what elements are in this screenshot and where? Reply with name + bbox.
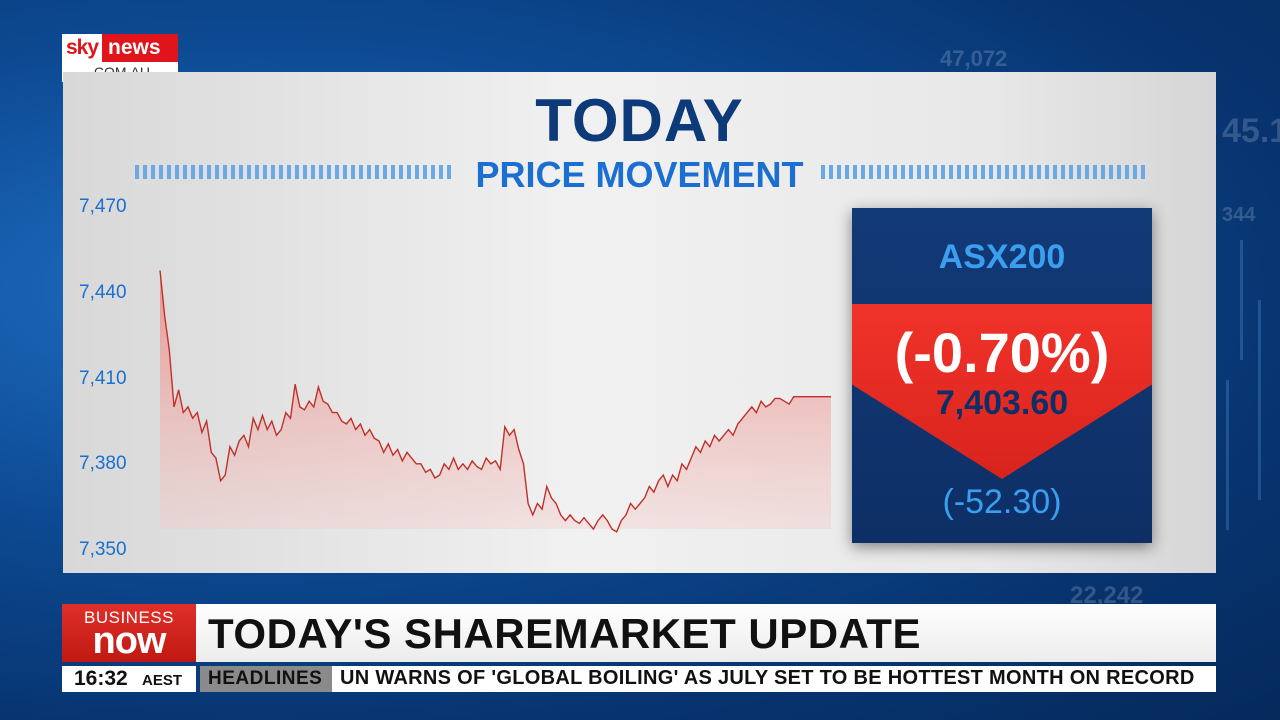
background-number: 45.16 [1222,112,1280,150]
ticker-text: UN WARNS OF 'GLOBAL BOILING' AS JULY SET… [340,667,1195,689]
price-movement-panel: TODAY PRICE MOVEMENT 7,470 7,440 7,410 7… [63,72,1216,573]
chevron-divider-left [135,165,455,179]
background-number: 47,072 [940,46,1008,71]
price-chart [159,270,831,533]
y-tick-label: 7,350 [79,539,127,560]
clock-time: 16:32 [74,667,128,690]
logo-sky: sky [62,34,103,62]
headline-bar: TODAY'S SHAREMARKET UPDATE [196,604,1216,662]
background-bar [1240,240,1243,360]
logo-news: news [102,34,178,62]
graphic-title: TODAY [535,87,744,154]
asx200-summary-box: ASX200 (-0.70%) 7,403.60 (-52.30) [852,208,1152,543]
brand-now: now [92,620,167,662]
y-tick-label: 7,440 [79,282,127,303]
clock-timezone: AEST [142,672,183,689]
headline-text: TODAY'S SHAREMARKET UPDATE [208,610,921,657]
index-price: 7,403.60 [935,384,1069,422]
chevron-divider-right [821,165,1146,179]
price-area [160,270,831,532]
y-tick-label: 7,470 [79,196,127,217]
brand-business: BUSINESS [84,608,174,627]
graphic-subtitle: PRICE MOVEMENT [475,154,804,195]
y-tick-label: 7,380 [79,453,127,474]
ticker-label: HEADLINES [200,666,332,692]
news-ticker: UN WARNS OF 'GLOBAL BOILING' AS JULY SET… [332,666,1216,692]
point-change: (-52.30) [942,483,1062,521]
y-tick-label: 7,410 [79,368,127,389]
index-name: ASX200 [938,238,1066,276]
background-number: 344 [1222,204,1256,226]
percent-change: (-0.70%) [894,321,1110,384]
clock: 16:32 AEST [62,666,196,692]
business-now-logo: BUSINESS now [62,604,196,662]
background-bar [1226,380,1229,530]
background-bar [1258,300,1261,500]
price-line [159,270,831,533]
ticker-label-text: HEADLINES [208,668,323,689]
